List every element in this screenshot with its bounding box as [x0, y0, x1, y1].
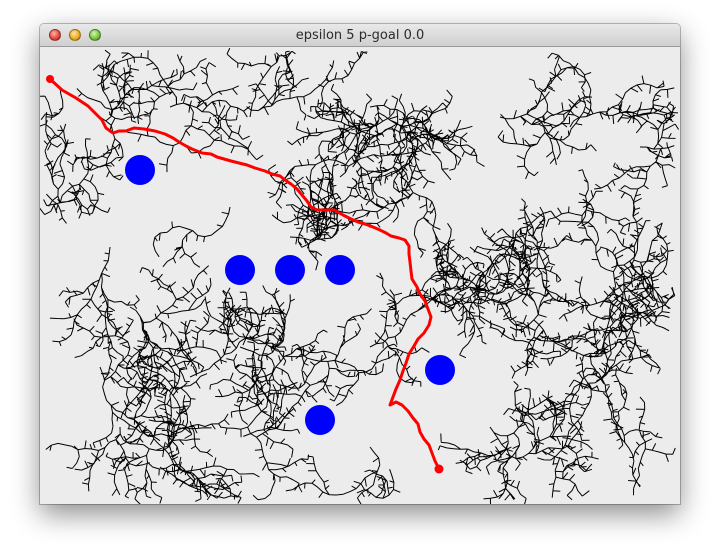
obstacle-circle: [325, 255, 355, 285]
solution-path: [46, 75, 444, 474]
goal-marker: [434, 464, 444, 474]
title-bar[interactable]: epsilon 5 p-goal 0.0: [40, 24, 680, 47]
obstacle-circle: [125, 155, 155, 185]
minimize-button[interactable]: [69, 29, 81, 41]
obstacle-circle: [275, 255, 305, 285]
window-title: epsilon 5 p-goal 0.0: [295, 28, 425, 43]
close-button[interactable]: [49, 29, 61, 41]
obstacle-circle: [425, 355, 455, 385]
start-marker: [46, 75, 54, 83]
zoom-button[interactable]: [89, 29, 101, 41]
path-line: [48, 77, 441, 470]
rrt-canvas[interactable]: [40, 47, 680, 504]
obstacles: [125, 155, 455, 435]
obstacle-circle: [225, 255, 255, 285]
app-window: epsilon 5 p-goal 0.0: [40, 24, 680, 504]
obstacle-circle: [305, 405, 335, 435]
tree-branches: [40, 47, 680, 504]
exploration-tree: [40, 47, 680, 504]
